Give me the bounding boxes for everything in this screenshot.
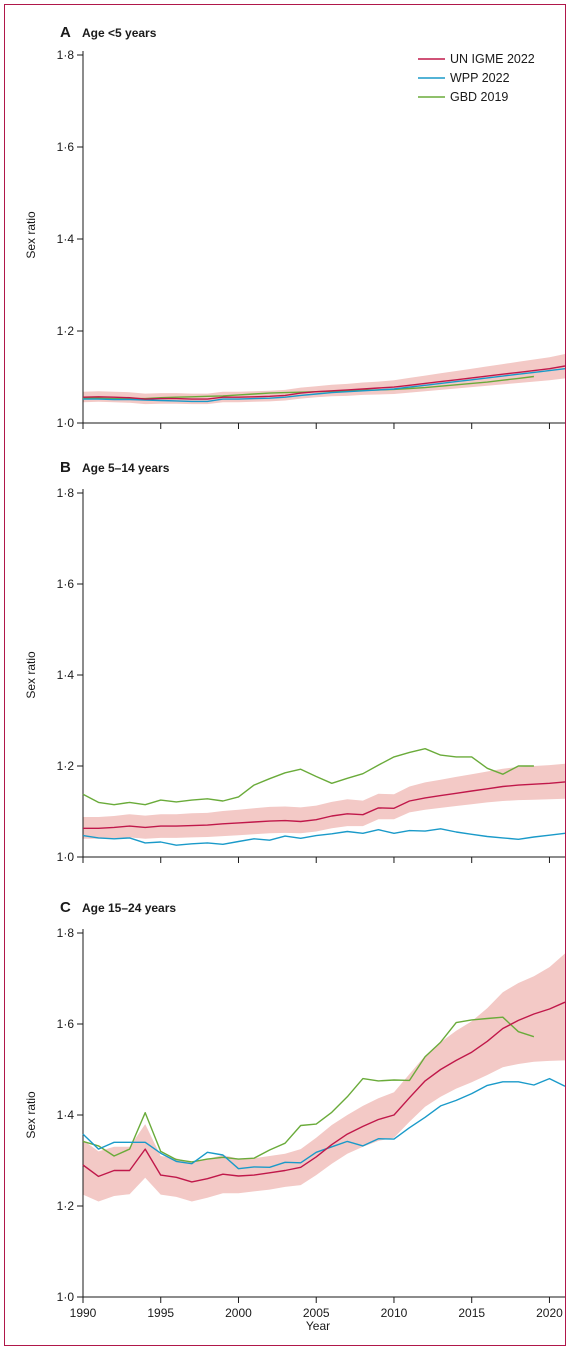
panel-a-line-wpp [83, 368, 566, 403]
panel-c-line-wpp [82, 1077, 566, 1170]
panel-b-y-tick-label: 1·8 [57, 486, 75, 500]
legend-label-gbd: GBD 2019 [450, 90, 508, 104]
panel-c-y-axis-title: Sex ratio [24, 1091, 38, 1139]
panel-c-y-tick-label: 1·8 [57, 926, 75, 940]
panel-c-x-tick-label: 1990 [70, 1306, 97, 1320]
panel-a-plot-area: 1·0 1·2 1·4 1·6 1·8 [57, 48, 566, 430]
legend-label-wpp: WPP 2022 [450, 71, 510, 85]
panel-c-x-tick-label: 1995 [147, 1306, 174, 1320]
panel-b-chart: B Age 5–14 years Sex ratio 1·01·21·41·61… [24, 459, 566, 864]
panel-b-title: Age 5–14 years [82, 461, 170, 475]
panel-b-y-tick-label: 1·2 [57, 759, 75, 773]
panel-b-y-axis-title: Sex ratio [24, 651, 38, 699]
panel-a-y-tick-label: 1·8 [57, 48, 75, 62]
panel-c-line-gbd [82, 1016, 535, 1163]
panel-c-letter: C [60, 899, 71, 916]
panel-c-x-tick-label: 2020 [536, 1306, 563, 1320]
panel-a-title: Age <5 years [82, 26, 157, 40]
panel-a-y-tick-label: 1·2 [57, 324, 75, 338]
panel-a-y-axis-title: Sex ratio [24, 211, 38, 259]
panel-c-y-tick-label: 1·0 [57, 1290, 75, 1304]
panel-a-chart: A Age <5 years Sex ratio 1·0 1·2 1·4 1·6 1·8… [24, 24, 566, 430]
legend: UN IGME 2022 WPP 2022 GBD 2019 [418, 52, 535, 104]
panel-c-chart: C Age 15–24 years Sex ratio Year 1·01·21… [24, 899, 566, 1333]
panel-b-letter: B [60, 459, 71, 476]
panel-b-line-wpp [82, 828, 566, 846]
panel-c-title: Age 15–24 years [82, 901, 176, 915]
panel-a-y-tick-label: 1·4 [57, 232, 75, 246]
figure-frame [4, 4, 566, 1346]
panel-b-plot-area: 1·0 1·2 1·4 1·6 1·8 [57, 486, 566, 864]
panel-c-line-un-igme [82, 1001, 566, 1183]
panel-c-y-tick-label: 1·2 [57, 1199, 75, 1213]
panel-b-y-tick-label: 1·0 [57, 850, 75, 864]
panel-c-x-tick-label: 2015 [458, 1306, 485, 1320]
panel-b-y-tick-label: 1·4 [57, 668, 75, 682]
panel-b-line-un-igme [83, 781, 566, 829]
panel-c-plot-area: 1·0 1·2 1·4 1·6 1·8 1990 1995 2000 2005 2010 2015 2… [57, 926, 566, 1320]
panel-b-y-tick-label: 1·6 [57, 577, 75, 591]
panel-c-x-axis-title: Year [306, 1319, 330, 1333]
panel-c-uncertainty-band [83, 953, 565, 1202]
panel-b-line-gbd [82, 748, 534, 806]
panel-a-y-tick-label: 1·0 [57, 416, 75, 430]
panel-a-uncertainty-band [83, 354, 565, 405]
panel-a-letter: A [60, 24, 71, 41]
panel-a-y-tick-label: 1·6 [57, 140, 75, 154]
panel-a-line-un-igme [82, 365, 566, 400]
panel-c-x-tick-label: 2000 [225, 1306, 252, 1320]
panel-b-uncertainty-band [83, 763, 565, 839]
legend-label-un-igme: UN IGME 2022 [450, 52, 535, 66]
panel-c-y-tick-label: 1·6 [57, 1017, 75, 1031]
panel-c-x-tick-label: 2010 [381, 1306, 408, 1320]
panel-c-y-tick-label: 1·4 [57, 1108, 75, 1122]
panel-c-x-tick-label: 2005 [303, 1306, 330, 1320]
